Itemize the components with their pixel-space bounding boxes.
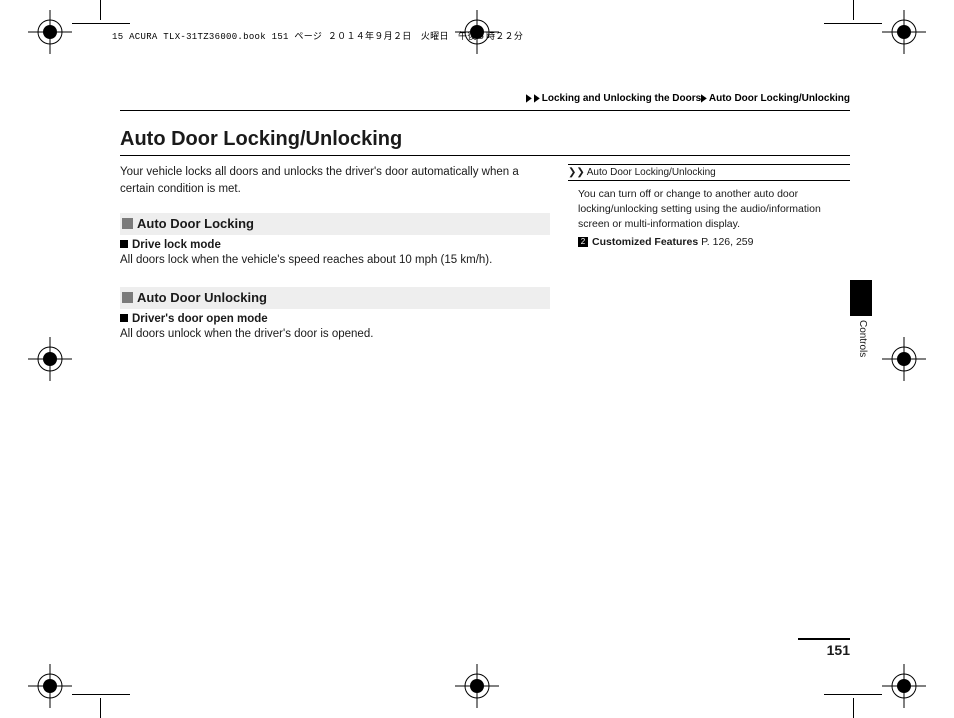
mode-heading: Driver's door open mode — [120, 313, 550, 325]
breadcrumb: ▶▶Locking and Unlocking the Doors▶Auto D… — [526, 93, 850, 104]
registration-mark-icon — [28, 664, 72, 708]
reference-pages: P. 126, 259 — [701, 236, 753, 248]
crop-mark-icon — [100, 0, 101, 20]
manual-page: 15 ACURA TLX-31TZ36000.book 151 ページ ２０１４… — [0, 0, 954, 718]
content-area: Auto Door Locking/Unlocking Your vehicle… — [120, 118, 850, 658]
mode-body: All doors unlock when the driver's door … — [120, 326, 550, 343]
crop-mark-icon — [100, 698, 101, 718]
page-title: Auto Door Locking/Unlocking — [120, 128, 850, 151]
chevron-right-icon: ▶ — [534, 93, 539, 104]
sidenote-title: Auto Door Locking/Unlocking — [587, 167, 716, 178]
page-number: 151 — [827, 642, 850, 658]
crop-mark-icon — [824, 23, 882, 24]
main-column: Your vehicle locks all doors and unlocks… — [120, 164, 550, 361]
intro-text: Your vehicle locks all doors and unlocks… — [120, 164, 550, 197]
registration-mark-icon — [882, 664, 926, 708]
crop-mark-icon — [853, 0, 854, 20]
reference-mark-icon: 2 — [578, 237, 588, 247]
registration-mark-icon — [455, 664, 499, 708]
mode-body: All doors lock when the vehicle's speed … — [120, 252, 550, 269]
breadcrumb-segment: Auto Door Locking/Unlocking — [709, 93, 850, 104]
registration-mark-icon — [28, 337, 72, 381]
page-number-rule — [798, 638, 850, 640]
sidenote-text: You can turn off or change to another au… — [578, 187, 846, 233]
square-bullet-icon — [122, 218, 133, 229]
square-bullet-icon — [120, 240, 128, 248]
section-heading-label: Auto Door Locking — [137, 216, 254, 231]
reference-label: Customized Features — [592, 236, 698, 248]
registration-mark-icon — [882, 337, 926, 381]
sidenote-body: You can turn off or change to another au… — [568, 181, 850, 256]
title-rule — [120, 155, 850, 156]
sidenote: ❯❯Auto Door Locking/Unlocking You can tu… — [568, 164, 850, 256]
chevron-right-icon: ▶ — [526, 93, 531, 104]
square-bullet-icon — [122, 292, 133, 303]
section-heading-label: Auto Door Unlocking — [137, 290, 267, 305]
side-column: ❯❯Auto Door Locking/Unlocking You can tu… — [568, 164, 850, 361]
square-bullet-icon — [120, 314, 128, 322]
section-tab-label: Controls — [857, 320, 868, 357]
registration-mark-icon — [882, 10, 926, 54]
crop-mark-icon — [72, 23, 130, 24]
two-column-layout: Your vehicle locks all doors and unlocks… — [120, 164, 850, 361]
thumb-index-block — [850, 280, 872, 316]
mode-label: Drive lock mode — [132, 239, 221, 251]
breadcrumb-segment: Locking and Unlocking the Doors — [542, 93, 701, 104]
mode-label: Driver's door open mode — [132, 313, 268, 325]
crop-mark-icon — [72, 694, 130, 695]
chevron-right-icon: ▶ — [701, 93, 706, 104]
section-heading: Auto Door Unlocking — [120, 287, 550, 309]
registration-mark-icon — [28, 10, 72, 54]
crop-mark-icon — [824, 694, 882, 695]
header-rule — [120, 110, 850, 111]
double-chevron-icon: ❯❯ — [568, 167, 585, 178]
crop-mark-icon — [853, 698, 854, 718]
print-meta-header: 15 ACURA TLX-31TZ36000.book 151 ページ ２０１４… — [112, 29, 523, 42]
mode-heading: Drive lock mode — [120, 239, 550, 251]
cross-reference: 2 Customized Features P. 126, 259 — [578, 235, 846, 250]
section-heading: Auto Door Locking — [120, 213, 550, 235]
